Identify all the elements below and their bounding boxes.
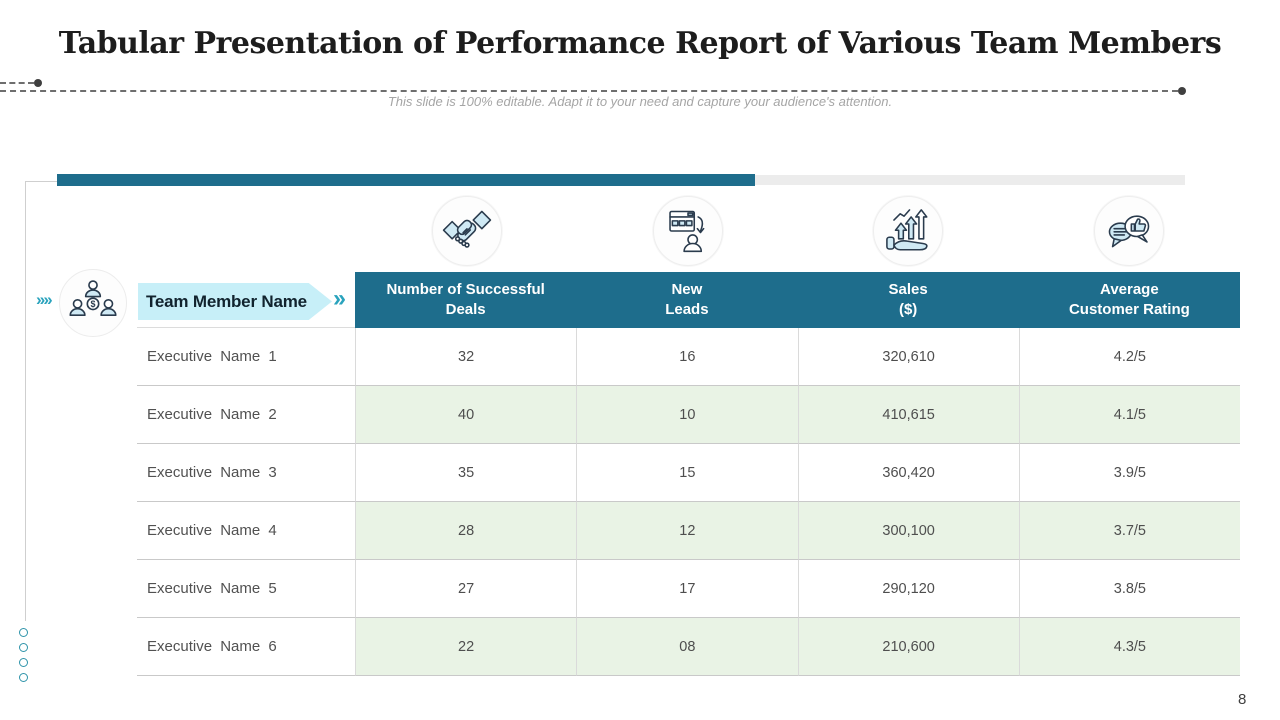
table-cell-deals: 32 bbox=[355, 328, 577, 386]
table-cell-rating: 4.2/5 bbox=[1018, 328, 1240, 386]
chevrons-right-icon: ›› bbox=[333, 285, 346, 312]
decor-ring bbox=[19, 628, 28, 637]
header-text: Deals bbox=[445, 301, 486, 318]
table-cell-sales: 320,610 bbox=[797, 328, 1019, 386]
table-cell-leads: 15 bbox=[576, 444, 798, 502]
table-cell-sales: 210,600 bbox=[797, 618, 1019, 676]
table-cell-leads: 17 bbox=[576, 560, 798, 618]
dash-endpoint-dot bbox=[1178, 87, 1186, 95]
dashed-line-short bbox=[0, 82, 34, 84]
table-cell-sales: 300,100 bbox=[797, 502, 1019, 560]
growth-hand-icon bbox=[873, 196, 943, 266]
header-cell-empty bbox=[137, 272, 355, 328]
decor-ring bbox=[19, 643, 28, 652]
team-member-name-label: Team Member Name bbox=[146, 291, 307, 311]
page-title: Tabular Presentation of Performance Repo… bbox=[58, 26, 1222, 61]
feedback-thumbs-icon bbox=[1094, 196, 1164, 266]
table-cell-leads: 10 bbox=[576, 386, 798, 444]
svg-text:$: $ bbox=[91, 299, 96, 309]
dashed-line-long bbox=[0, 90, 1178, 92]
table-cell-rating: 3.9/5 bbox=[1018, 444, 1240, 502]
left-connector-line bbox=[25, 181, 26, 621]
team-member-name-banner: Team Member Name bbox=[138, 283, 332, 320]
header-cell-sales: Sales ($) bbox=[797, 272, 1019, 328]
table-cell-sales: 360,420 bbox=[797, 444, 1019, 502]
handshake-icon bbox=[432, 196, 502, 266]
table-cell-name: Executive Name 6 bbox=[137, 618, 355, 676]
table-cell-leads: 12 bbox=[576, 502, 798, 560]
performance-table: Number of Successful Deals New Leads Sal… bbox=[137, 272, 1240, 676]
table-cell-leads: 08 bbox=[576, 618, 798, 676]
table-cell-sales: 410,615 bbox=[797, 386, 1019, 444]
header-text: Customer Rating bbox=[1068, 301, 1190, 318]
table-cell-rating: 4.3/5 bbox=[1018, 618, 1240, 676]
header-text: Sales bbox=[888, 280, 928, 298]
decor-ring bbox=[19, 673, 28, 682]
table-cell-rating: 4.1/5 bbox=[1018, 386, 1240, 444]
left-connector-corner bbox=[25, 181, 57, 182]
browser-user-icon bbox=[653, 196, 723, 266]
team-dollar-icon: $ bbox=[59, 269, 127, 337]
header-text: ($) bbox=[898, 301, 918, 318]
page-number: 8 bbox=[1238, 691, 1247, 708]
dash-endpoint-dot bbox=[34, 79, 42, 87]
table-cell-leads: 16 bbox=[576, 328, 798, 386]
table-cell-name: Executive Name 5 bbox=[137, 560, 355, 618]
table-cell-name: Executive Name 2 bbox=[137, 386, 355, 444]
header-text: Leads bbox=[665, 301, 709, 318]
header-text: New bbox=[671, 280, 703, 298]
header-text: Number of Successful bbox=[386, 280, 545, 298]
table-cell-deals: 27 bbox=[355, 560, 577, 618]
accent-bar-gray bbox=[755, 175, 1185, 185]
table-cell-sales: 290,120 bbox=[797, 560, 1019, 618]
table-cell-deals: 22 bbox=[355, 618, 577, 676]
header-cell-rating: Average Customer Rating bbox=[1018, 272, 1240, 328]
table-cell-deals: 40 bbox=[355, 386, 577, 444]
header-text: Average bbox=[1100, 280, 1159, 298]
table-cell-rating: 3.7/5 bbox=[1018, 502, 1240, 560]
table-cell-name: Executive Name 3 bbox=[137, 444, 355, 502]
table-cell-deals: 35 bbox=[355, 444, 577, 502]
decor-ring bbox=[19, 658, 28, 667]
chevrons-left-icon: ›››› bbox=[36, 290, 53, 309]
accent-bar-teal bbox=[57, 174, 755, 186]
editable-note: This slide is 100% editable. Adapt it to… bbox=[387, 94, 893, 109]
table-cell-deals: 28 bbox=[355, 502, 577, 560]
header-cell-deals: Number of Successful Deals bbox=[355, 272, 577, 328]
header-cell-leads: New Leads bbox=[576, 272, 798, 328]
table-cell-name: Executive Name 1 bbox=[137, 328, 355, 386]
table-cell-rating: 3.8/5 bbox=[1018, 560, 1240, 618]
table-cell-name: Executive Name 4 bbox=[137, 502, 355, 560]
